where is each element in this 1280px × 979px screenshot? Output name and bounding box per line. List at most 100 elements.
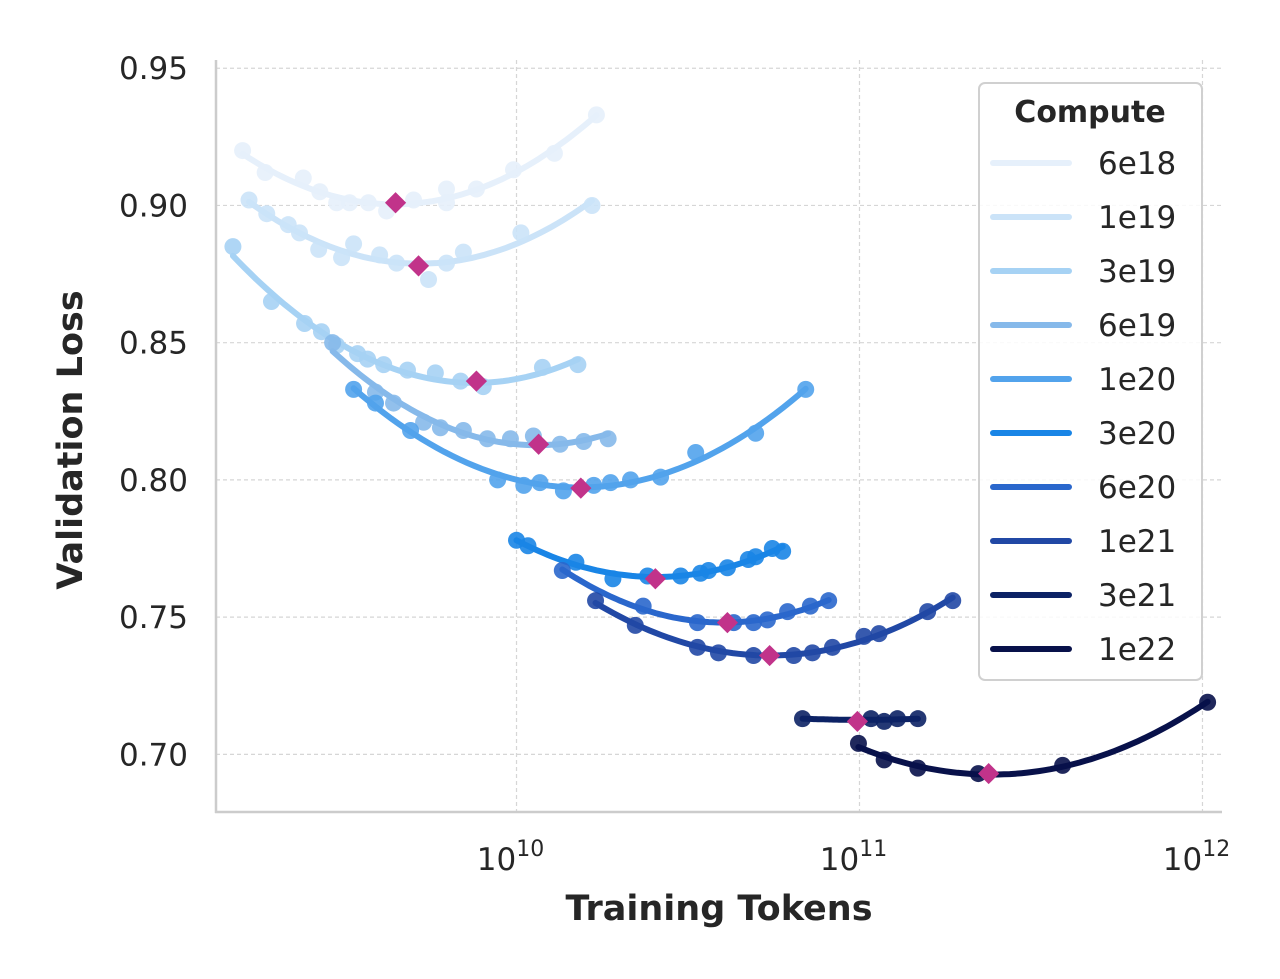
data-point [688, 638, 706, 656]
data-point [758, 611, 776, 629]
data-point [310, 240, 328, 258]
y-tick-label: 0.70 [119, 737, 188, 773]
data-point [745, 614, 763, 632]
legend-label: 3e19 [1098, 254, 1176, 290]
data-point [345, 380, 363, 398]
data-point [551, 435, 569, 453]
data-point [437, 254, 455, 272]
data-point [359, 194, 377, 212]
data-point [345, 235, 363, 253]
data-point [294, 169, 312, 187]
data-point [545, 144, 563, 162]
optimum-marker-1e21 [759, 644, 781, 667]
series-6e18 [234, 106, 605, 220]
data-point [888, 710, 906, 728]
legend-box [978, 82, 1203, 681]
x-tick-base: 10 [1163, 842, 1202, 878]
y-tick-label: 0.75 [119, 600, 188, 636]
legend-label: 3e20 [1098, 416, 1176, 452]
data-point [296, 314, 314, 332]
x-tick-labels: 1010 1011 1012 [477, 837, 1230, 878]
data-point [312, 323, 330, 341]
data-point [328, 194, 346, 212]
data-point [793, 710, 811, 728]
data-point [554, 482, 572, 500]
data-point [909, 710, 927, 728]
data-point [569, 356, 587, 374]
data-point [437, 194, 455, 212]
data-point [366, 394, 384, 412]
legend-label: 1e21 [1098, 524, 1176, 560]
data-point [583, 196, 601, 214]
data-point [604, 570, 622, 588]
plot-area [224, 106, 1217, 785]
series-6e20 [553, 561, 838, 632]
x-tick-base: 10 [477, 842, 516, 878]
data-point [519, 537, 537, 555]
data-point [258, 205, 276, 223]
data-point [431, 419, 449, 437]
y-axis-label: Validation Loss [51, 290, 91, 589]
data-point [599, 430, 617, 448]
data-point [375, 356, 393, 374]
data-point [467, 180, 485, 198]
data-point [803, 644, 821, 662]
legend-label: 1e20 [1098, 362, 1176, 398]
x-tick-label: 1010 [477, 837, 544, 878]
data-point [622, 471, 640, 489]
optimum-marker-6e19 [528, 433, 550, 455]
optimum-marker-6e20 [716, 612, 739, 634]
data-point [501, 430, 519, 448]
x-tick-label: 1011 [820, 837, 887, 878]
data-point [862, 710, 880, 728]
y-tick-labels: 0.70 0.75 0.80 0.85 0.90 0.95 [119, 51, 188, 773]
data-point [875, 751, 893, 769]
series-3e21 [793, 710, 927, 730]
data-point [324, 334, 342, 352]
data-point [823, 638, 841, 656]
series-3e20 [508, 531, 792, 588]
data-point [944, 592, 962, 610]
data-point [359, 350, 377, 368]
optimum-marker-1e22 [978, 762, 1000, 785]
data-point [426, 364, 444, 382]
series-1e22 [849, 693, 1217, 783]
data-point [405, 191, 423, 209]
optimum-marker-3e21 [846, 710, 869, 733]
data-point [1199, 693, 1217, 711]
data-point [745, 647, 763, 665]
data-point [855, 627, 873, 645]
optimum-marker-3e20 [644, 568, 666, 590]
data-point [388, 254, 406, 272]
data-point [575, 432, 593, 450]
data-point [774, 542, 792, 560]
data-point [688, 614, 706, 632]
legend: Compute 6e18 1e19 3e19 6e19 1e20 3e20 6e20 1e21… [978, 82, 1203, 681]
data-point [709, 644, 727, 662]
data-point [797, 380, 815, 398]
y-tick-label: 0.95 [119, 51, 188, 87]
data-point [224, 238, 242, 256]
data-point [333, 249, 351, 267]
data-point [402, 422, 420, 440]
data-point [533, 358, 551, 376]
data-point [779, 603, 797, 621]
data-point [567, 553, 585, 571]
data-point [870, 625, 888, 643]
data-point [437, 180, 455, 198]
data-point [1054, 756, 1072, 774]
data-point [291, 224, 309, 242]
data-point [718, 559, 736, 577]
data-point [240, 191, 258, 209]
grid [216, 60, 1222, 812]
legend-label: 6e20 [1098, 470, 1176, 506]
data-point [820, 592, 838, 610]
data-point [909, 759, 927, 777]
legend-label: 3e21 [1098, 578, 1176, 614]
data-point [602, 474, 620, 492]
data-point [512, 224, 530, 242]
data-point [311, 183, 329, 201]
data-point [587, 592, 605, 610]
data-point [747, 424, 765, 442]
